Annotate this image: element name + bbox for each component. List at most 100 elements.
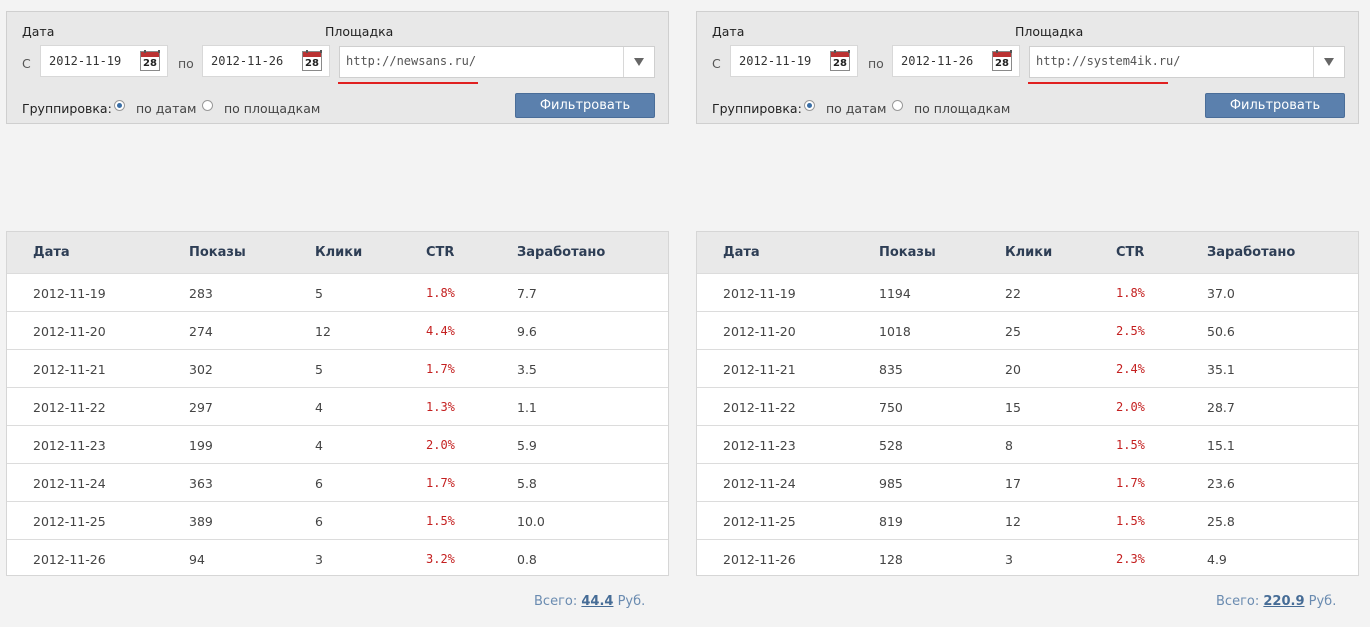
- cell-earned: 25.8: [1207, 514, 1235, 529]
- grouping-label: Группировка:: [712, 101, 802, 116]
- cell-impressions: 985: [879, 476, 903, 491]
- cell-impressions: 128: [879, 552, 903, 567]
- cell-ctr: 2.0%: [1116, 400, 1145, 414]
- cell-clicks: 6: [315, 476, 323, 491]
- cell-clicks: 4: [315, 438, 323, 453]
- grouping-radio-sites[interactable]: [892, 100, 903, 111]
- cell-earned: 28.7: [1207, 400, 1235, 415]
- grouping-option-dates[interactable]: по датам: [136, 101, 197, 116]
- cell-impressions: 302: [189, 362, 213, 377]
- date-from-input[interactable]: 2012-11-19 28: [40, 45, 168, 77]
- cell-impressions: 528: [879, 438, 903, 453]
- cell-clicks: 4: [315, 400, 323, 415]
- date-from-input[interactable]: 2012-11-19 28: [730, 45, 858, 77]
- cell-ctr: 2.0%: [426, 438, 455, 452]
- date-to-input[interactable]: 2012-11-26 28: [892, 45, 1020, 77]
- table-row: 2012-11-21 835 20 2.4% 35.1: [697, 349, 1358, 387]
- cell-impressions: 283: [189, 286, 213, 301]
- cell-ctr: 1.8%: [1116, 286, 1145, 300]
- date-from-value: 2012-11-19: [49, 54, 122, 68]
- cell-earned: 3.5: [517, 362, 537, 377]
- site-select-toggle[interactable]: [1313, 47, 1344, 77]
- cell-impressions: 94: [189, 552, 205, 567]
- table-row: 2012-11-23 528 8 1.5% 15.1: [697, 425, 1358, 463]
- grouping-radio-dates[interactable]: [804, 100, 815, 111]
- table-row: 2012-11-20 1018 25 2.5% 50.6: [697, 311, 1358, 349]
- table-row: 2012-11-26 128 3 2.3% 4.9: [697, 539, 1358, 577]
- column-header-clicks: Клики: [1005, 245, 1053, 260]
- calendar-icon[interactable]: 28: [992, 50, 1012, 71]
- cell-date: 2012-11-21: [33, 362, 106, 377]
- cell-earned: 1.1: [517, 400, 537, 415]
- calendar-icon[interactable]: 28: [302, 50, 322, 71]
- calendar-icon[interactable]: 28: [830, 50, 850, 71]
- table-header: Дата Показы Клики CTR Заработано: [697, 232, 1358, 273]
- filter-form: Дата Площадка С 2012-11-19 28 по 2012-11…: [696, 11, 1359, 124]
- table-row: 2012-11-21 302 5 1.7% 3.5: [7, 349, 668, 387]
- cell-ctr: 1.7%: [1116, 476, 1145, 490]
- chevron-down-icon: [1324, 58, 1334, 66]
- cell-date: 2012-11-26: [723, 552, 796, 567]
- site-select-value: http://newsans.ru/: [346, 54, 477, 68]
- filter-button[interactable]: Фильтровать: [1205, 93, 1345, 118]
- cell-ctr: 3.2%: [426, 552, 455, 566]
- cell-ctr: 1.7%: [426, 362, 455, 376]
- from-label: С: [712, 56, 721, 71]
- cell-earned: 9.6: [517, 324, 537, 339]
- grouping-option-sites[interactable]: по площадкам: [914, 101, 1011, 116]
- cell-clicks: 12: [315, 324, 331, 339]
- column-header-clicks: Клики: [315, 245, 363, 260]
- cell-date: 2012-11-25: [33, 514, 106, 529]
- table-row: 2012-11-19 1194 22 1.8% 37.0: [697, 273, 1358, 311]
- table-row: 2012-11-22 750 15 2.0% 28.7: [697, 387, 1358, 425]
- site-select[interactable]: http://system4ik.ru/: [1029, 46, 1345, 78]
- cell-date: 2012-11-23: [33, 438, 106, 453]
- column-header-ctr: CTR: [426, 245, 455, 260]
- filter-button[interactable]: Фильтровать: [515, 93, 655, 118]
- cell-earned: 50.6: [1207, 324, 1235, 339]
- column-header-impressions: Показы: [189, 245, 246, 260]
- site-select[interactable]: http://newsans.ru/: [339, 46, 655, 78]
- table-row: 2012-11-26 94 3 3.2% 0.8: [7, 539, 668, 577]
- grouping-option-sites[interactable]: по площадкам: [224, 101, 321, 116]
- cell-earned: 5.9: [517, 438, 537, 453]
- column-header-earned: Заработано: [517, 245, 606, 260]
- cell-clicks: 5: [315, 362, 323, 377]
- grouping-radio-sites[interactable]: [202, 100, 213, 111]
- cell-impressions: 819: [879, 514, 903, 529]
- date-label: Дата: [712, 24, 745, 39]
- site-label: Площадка: [1015, 24, 1084, 39]
- cell-impressions: 835: [879, 362, 903, 377]
- cell-date: 2012-11-24: [723, 476, 796, 491]
- cell-date: 2012-11-22: [33, 400, 106, 415]
- cell-clicks: 20: [1005, 362, 1021, 377]
- total-summary: Всего: 220.9 Руб.: [1216, 594, 1336, 609]
- cell-date: 2012-11-24: [33, 476, 106, 491]
- date-to-input[interactable]: 2012-11-26 28: [202, 45, 330, 77]
- grouping-radio-dates[interactable]: [114, 100, 125, 111]
- total-value[interactable]: 220.9: [1263, 594, 1305, 609]
- cell-clicks: 5: [315, 286, 323, 301]
- cell-impressions: 750: [879, 400, 903, 415]
- date-to-value: 2012-11-26: [211, 54, 284, 68]
- cell-earned: 15.1: [1207, 438, 1235, 453]
- cell-earned: 0.8: [517, 552, 537, 567]
- site-select-toggle[interactable]: [623, 47, 654, 77]
- cell-date: 2012-11-19: [723, 286, 796, 301]
- cell-date: 2012-11-20: [723, 324, 796, 339]
- table-row: 2012-11-24 985 17 1.7% 23.6: [697, 463, 1358, 501]
- stats-table: Дата Показы Клики CTR Заработано 2012-11…: [6, 231, 669, 576]
- stats-panel-left: Дата Площадка С 2012-11-19 28 по 2012-11…: [0, 0, 674, 627]
- total-value[interactable]: 44.4: [581, 594, 614, 609]
- table-row: 2012-11-19 283 5 1.8% 7.7: [7, 273, 668, 311]
- grouping-option-dates[interactable]: по датам: [826, 101, 887, 116]
- calendar-icon[interactable]: 28: [140, 50, 160, 71]
- total-label: Всего:: [1216, 594, 1260, 609]
- cell-impressions: 297: [189, 400, 213, 415]
- column-header-date: Дата: [723, 245, 760, 260]
- cell-impressions: 389: [189, 514, 213, 529]
- site-label: Площадка: [325, 24, 394, 39]
- cell-date: 2012-11-23: [723, 438, 796, 453]
- table-header: Дата Показы Клики CTR Заработано: [7, 232, 668, 273]
- cell-earned: 10.0: [517, 514, 545, 529]
